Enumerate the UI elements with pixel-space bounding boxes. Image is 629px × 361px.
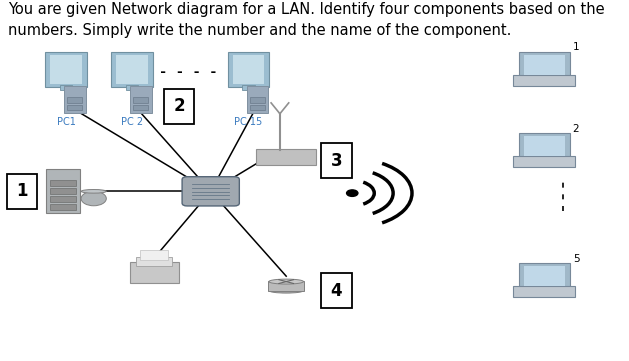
FancyBboxPatch shape <box>524 136 565 156</box>
FancyBboxPatch shape <box>269 281 304 291</box>
Ellipse shape <box>269 288 304 293</box>
FancyBboxPatch shape <box>50 196 76 201</box>
FancyBboxPatch shape <box>67 105 82 110</box>
FancyBboxPatch shape <box>242 85 255 90</box>
FancyBboxPatch shape <box>133 105 148 110</box>
FancyBboxPatch shape <box>130 262 179 283</box>
Circle shape <box>347 190 358 196</box>
Text: 1: 1 <box>572 42 579 52</box>
Text: - - - -: - - - - <box>159 65 218 79</box>
FancyBboxPatch shape <box>133 97 148 103</box>
FancyBboxPatch shape <box>228 52 269 87</box>
Text: PC1: PC1 <box>57 117 75 127</box>
FancyBboxPatch shape <box>50 180 76 186</box>
FancyBboxPatch shape <box>513 286 576 297</box>
FancyBboxPatch shape <box>250 97 265 103</box>
FancyBboxPatch shape <box>60 85 72 90</box>
FancyBboxPatch shape <box>64 86 86 113</box>
Text: 2: 2 <box>174 97 185 116</box>
FancyBboxPatch shape <box>45 52 87 87</box>
Text: You are given Network diagram for a LAN. Identify four components based on the: You are given Network diagram for a LAN.… <box>8 2 604 17</box>
FancyBboxPatch shape <box>518 263 570 289</box>
FancyBboxPatch shape <box>247 86 268 113</box>
FancyBboxPatch shape <box>67 97 82 103</box>
FancyBboxPatch shape <box>50 55 82 84</box>
FancyBboxPatch shape <box>46 170 80 213</box>
Text: 5: 5 <box>572 253 579 264</box>
FancyBboxPatch shape <box>321 143 352 178</box>
FancyBboxPatch shape <box>524 55 565 75</box>
Ellipse shape <box>81 190 106 193</box>
Text: PC 2: PC 2 <box>121 117 143 127</box>
Text: 2: 2 <box>572 123 579 134</box>
Ellipse shape <box>269 279 304 284</box>
FancyBboxPatch shape <box>7 174 37 209</box>
FancyBboxPatch shape <box>513 75 576 86</box>
Text: numbers. Simply write the number and the name of the component.: numbers. Simply write the number and the… <box>8 23 511 39</box>
Text: 1: 1 <box>16 182 28 200</box>
FancyBboxPatch shape <box>524 266 565 286</box>
FancyBboxPatch shape <box>518 52 570 78</box>
FancyBboxPatch shape <box>140 250 168 260</box>
Text: 4: 4 <box>331 282 342 300</box>
FancyBboxPatch shape <box>513 156 576 167</box>
FancyBboxPatch shape <box>130 86 152 113</box>
FancyBboxPatch shape <box>50 204 76 209</box>
FancyBboxPatch shape <box>164 89 194 124</box>
FancyBboxPatch shape <box>111 52 153 87</box>
FancyBboxPatch shape <box>50 188 76 193</box>
FancyBboxPatch shape <box>256 149 316 165</box>
Text: PC 15: PC 15 <box>235 117 262 127</box>
FancyBboxPatch shape <box>250 105 265 110</box>
FancyBboxPatch shape <box>321 273 352 308</box>
Circle shape <box>81 191 106 206</box>
FancyBboxPatch shape <box>126 85 138 90</box>
FancyBboxPatch shape <box>233 55 264 84</box>
FancyBboxPatch shape <box>136 257 172 266</box>
FancyBboxPatch shape <box>518 133 570 159</box>
FancyBboxPatch shape <box>116 55 148 84</box>
FancyBboxPatch shape <box>182 177 240 206</box>
Text: 3: 3 <box>331 152 342 170</box>
